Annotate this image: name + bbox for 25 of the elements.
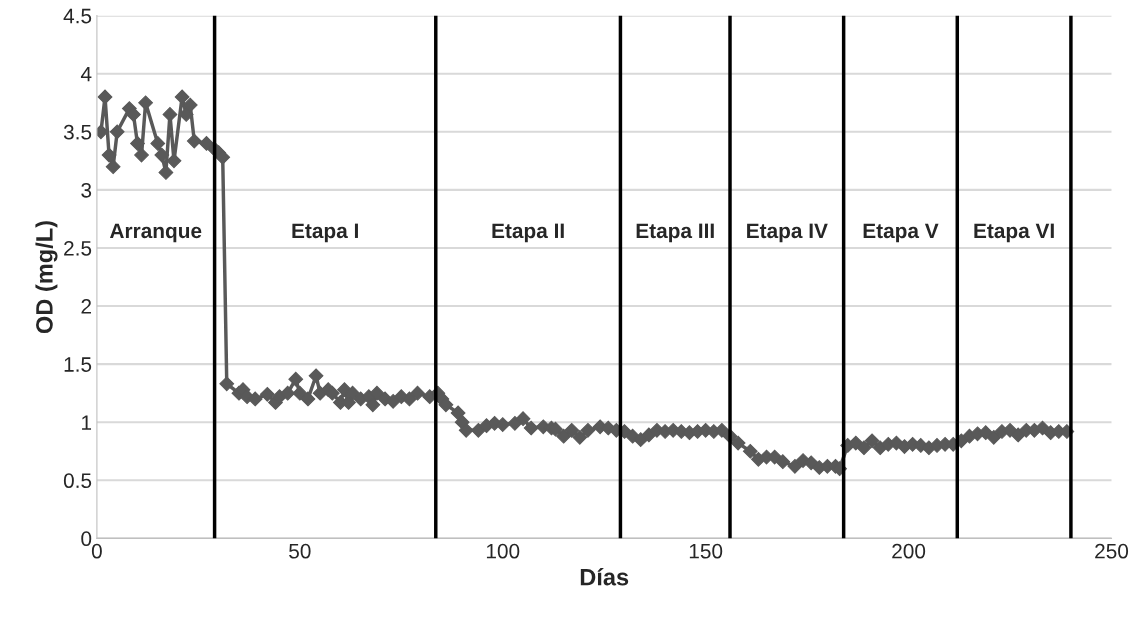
x-tick-label: 100 <box>486 543 520 559</box>
annotation: Etapa VI <box>974 223 1054 243</box>
y-tick-label: 3.5 <box>63 124 92 140</box>
y-tick-label: 2 <box>81 299 91 314</box>
x-tick-label: 50 <box>289 543 311 559</box>
annotation: Etapa II <box>492 223 564 243</box>
y-tick-label: 2.5 <box>64 240 92 256</box>
x-tick-label: 200 <box>892 543 926 559</box>
x-tick-label: 250 <box>1095 543 1129 559</box>
annotation: Etapa III <box>636 223 714 243</box>
annotation: Etapa IV <box>747 223 828 243</box>
annotation: Etapa V <box>863 223 939 243</box>
x-tick-label: 0 <box>91 543 102 559</box>
x-tick-label: 150 <box>689 543 723 559</box>
y-tick-label: 0.5 <box>63 473 92 489</box>
y-tick-label: 1 <box>82 415 92 430</box>
y-tick-label: 4 <box>80 66 92 82</box>
y-tick-label: 4.5 <box>63 8 92 24</box>
y-tick-label: 1.5 <box>64 357 92 372</box>
annotation: Arranque <box>109 223 202 243</box>
y-tick-label: 0 <box>81 531 92 547</box>
y-tick-label: 3 <box>81 182 92 198</box>
annotation: Etapa I <box>292 223 358 243</box>
x-axis-title: Días <box>580 567 629 586</box>
y-axis-title: OD (mg/L) <box>35 221 58 334</box>
